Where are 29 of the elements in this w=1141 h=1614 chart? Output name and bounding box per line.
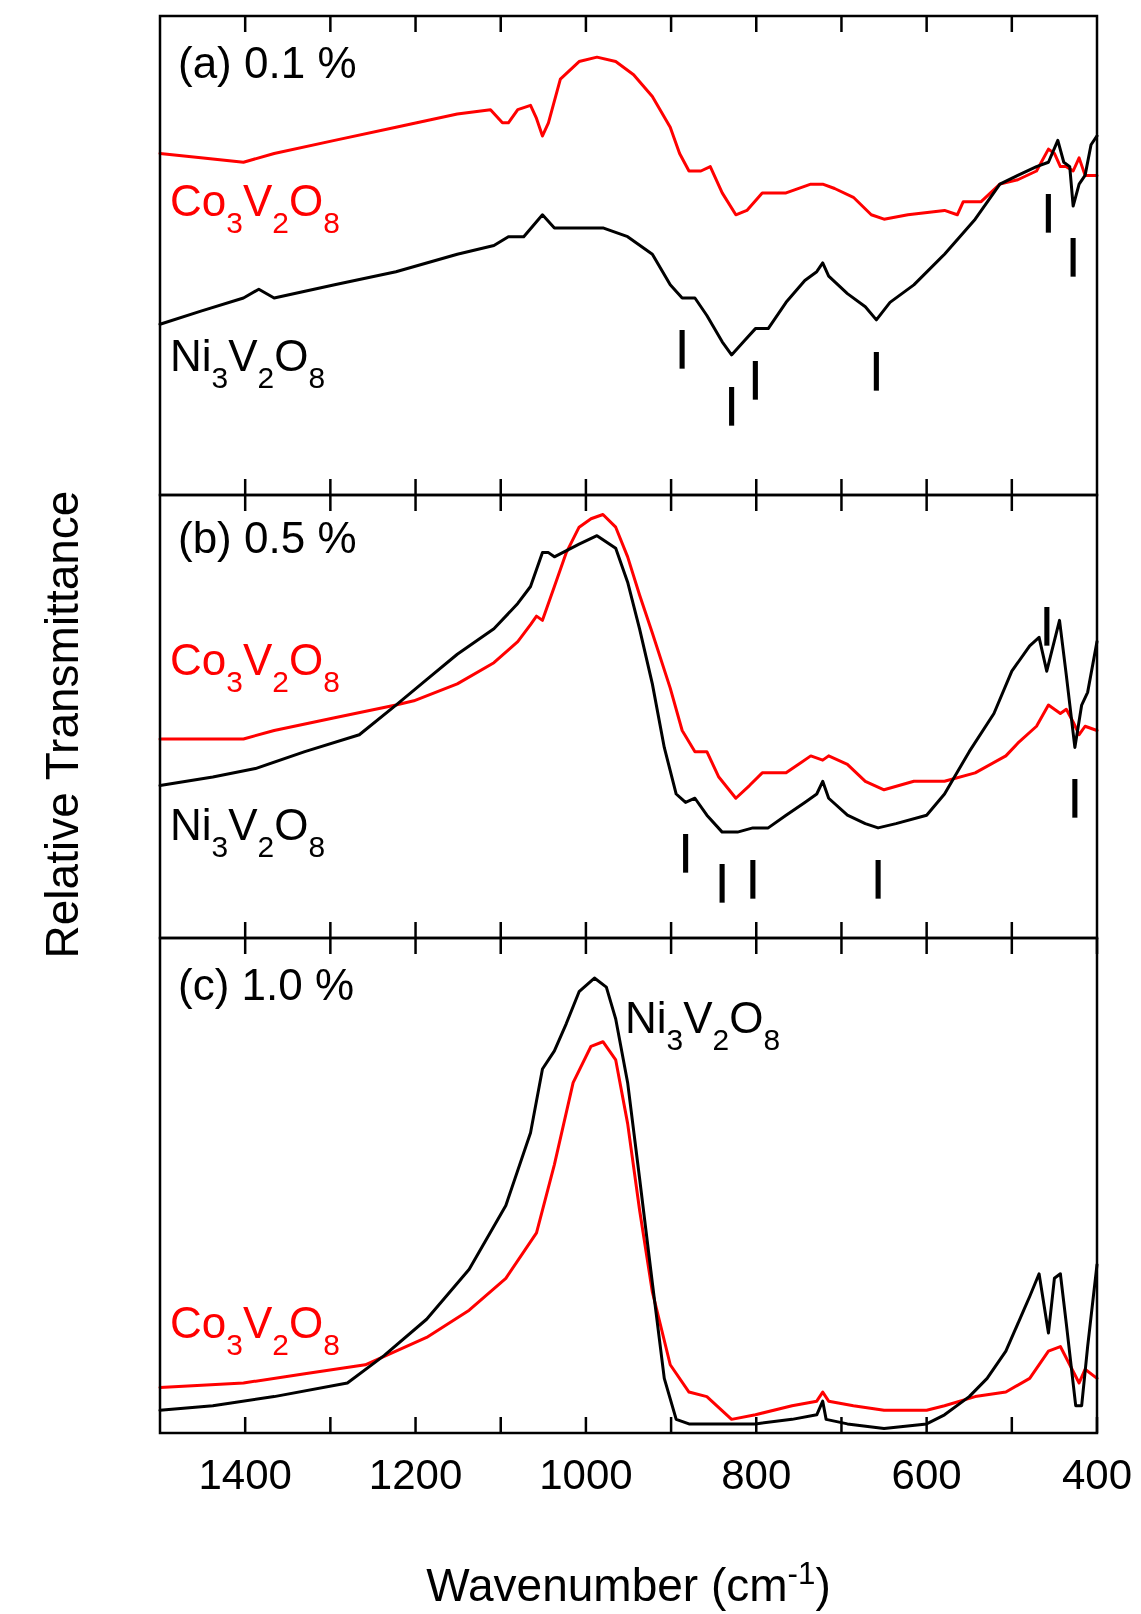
annotation: | <box>747 853 759 899</box>
annotation: | <box>1069 773 1081 819</box>
legend-label: Ni$_{3}$V$_{2}$O$_{8}$ <box>625 993 781 1056</box>
annotation: | <box>679 828 692 874</box>
x-tick-label: 1000 <box>539 1451 633 1498</box>
x-axis-title: Wavenumber (cm$^{-1}$) <box>426 1555 831 1611</box>
annotation: | <box>872 853 884 899</box>
x-tick-label: 400 <box>1061 1451 1133 1498</box>
annotation: | <box>1042 188 1055 234</box>
y-axis-title: Relative Transmittance <box>36 490 88 959</box>
x-tick-label: 1400 <box>198 1451 292 1498</box>
annotation: | <box>870 345 882 391</box>
series-label: Ni$_{3}$V$_{2}$O$_{8}$ <box>170 800 326 863</box>
annotation: | <box>716 858 728 904</box>
series-label: Co$_{3}$V$_{2}$O$_{8}$ <box>170 176 340 239</box>
annotation: | <box>725 380 738 426</box>
annotation: | <box>676 323 688 369</box>
annotation: (b) 0.5 % <box>178 513 357 562</box>
x-tick-label: 600 <box>891 1451 962 1498</box>
annotation: | <box>1041 601 1053 647</box>
series-label: Ni$_{3}$V$_{2}$O$_{8}$ <box>170 331 326 394</box>
annotation: | <box>749 354 762 400</box>
x-tick-label: 800 <box>721 1451 792 1498</box>
annotation: (c) 1.0 % <box>178 960 355 1009</box>
series-label: Co$_{3}$V$_{2}$O$_{8}$ <box>170 1298 340 1361</box>
x-tick-label: 1200 <box>368 1451 463 1498</box>
series-label: Co$_{3}$V$_{2}$O$_{8}$ <box>170 635 340 698</box>
annotation: (a) 0.1 % <box>178 38 357 87</box>
annotation: | <box>1067 232 1079 278</box>
